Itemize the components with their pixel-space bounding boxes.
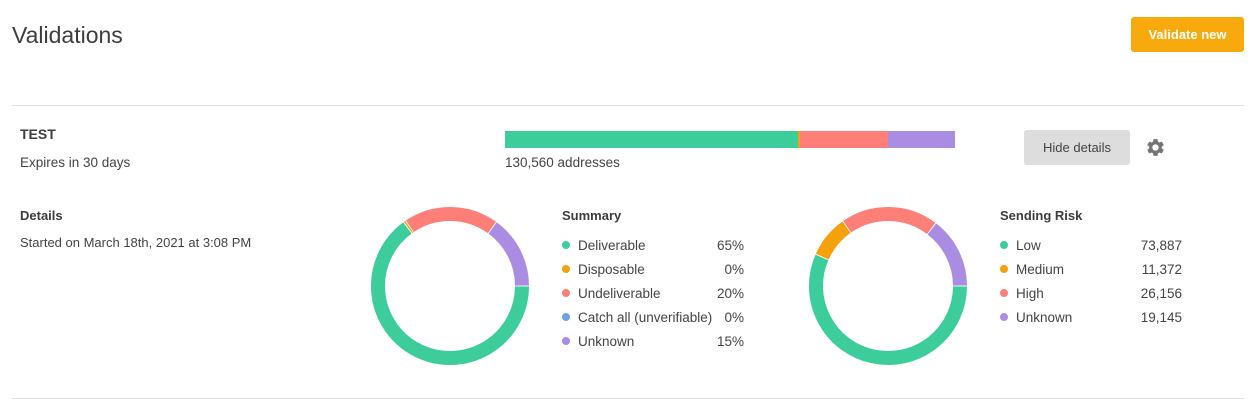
sending-risk-legend-item: Medium 11,372 [1000,257,1182,281]
legend-label: Low [1016,237,1041,253]
legend-label: Catch all (unverifiable) [578,309,713,325]
legend-dot-icon [562,241,570,249]
bar-segment-undeliverable [799,131,888,148]
legend-dot-icon [562,313,570,321]
donut-slice-medium [815,221,851,260]
donut-slice-high [843,207,936,235]
legend-value: 20% [716,285,744,301]
donut-slice-deliverable [371,222,529,365]
legend-value: 26,156 [1140,285,1182,301]
validate-new-button[interactable]: Validate new [1131,17,1244,52]
donut-slice-unknown [488,222,529,286]
legend-dot-icon [1000,313,1008,321]
sending-risk-legend-item: High 26,156 [1000,281,1182,305]
legend-value: 0% [724,309,744,325]
sending-risk-legend: Low 73,887 Medium 11,372 High 26,156 Unknown 19… [1000,233,1182,329]
donut-slice-unknown [927,223,967,286]
sending-risk-legend-item: Unknown 19,145 [1000,305,1182,329]
hide-details-button[interactable]: Hide details [1024,130,1130,165]
legend-value: 11,372 [1141,261,1182,277]
legend-label: Disposable [578,261,645,277]
expires-text: Expires in 30 days [20,155,131,170]
legend-value: 73,887 [1140,237,1182,253]
summary-legend-item: Disposable 0% [562,257,744,281]
legend-dot-icon [1000,241,1008,249]
legend-label: Medium [1016,261,1065,277]
donut-slice-low [809,254,967,365]
details-heading: Details [20,208,63,223]
legend-dot-icon [1000,265,1008,273]
legend-dot-icon [1000,289,1008,297]
legend-dot-icon [562,337,570,345]
started-text: Started on March 18th, 2021 at 3:08 PM [20,235,252,250]
divider-top [12,105,1244,106]
bar-segment-disposable [797,131,800,148]
bar-segment-deliverable [505,131,798,148]
donut-slice-disposable [403,220,414,234]
legend-value: 65% [716,237,744,253]
legend-dot-icon [562,265,570,273]
summary-heading: Summary [562,208,622,223]
divider-bottom [12,398,1244,399]
legend-value: 19,145 [1140,309,1182,325]
legend-value: 15% [716,333,744,349]
legend-label: Undeliverable [578,285,661,301]
legend-label: Unknown [1016,309,1073,325]
sending-risk-heading: Sending Risk [1000,208,1083,223]
summary-legend-item: Undeliverable 20% [562,281,744,305]
address-count: 130,560 addresses [505,155,620,170]
legend-label: Unknown [578,333,635,349]
summary-donut-chart [371,207,529,365]
bar-segment-unknown [887,131,955,148]
list-name: TEST [20,126,56,142]
summary-legend-item: Deliverable 65% [562,233,744,257]
legend-label: High [1016,285,1044,301]
results-stacked-bar [505,131,955,148]
gear-icon[interactable] [1145,137,1166,158]
summary-legend-item: Unknown 15% [562,329,744,353]
page-title: Validations [12,22,123,48]
sending-risk-legend-item: Low 73,887 [1000,233,1182,257]
sending-risk-donut-chart [809,207,967,365]
legend-value: 0% [724,261,744,277]
legend-label: Deliverable [578,237,646,253]
summary-legend: Deliverable 65% Disposable 0% Undeliverable 2… [562,233,744,353]
donut-slice-undeliverable [405,207,497,234]
summary-legend-item: Catch all (unverifiable) 0% [562,305,744,329]
legend-dot-icon [562,289,570,297]
